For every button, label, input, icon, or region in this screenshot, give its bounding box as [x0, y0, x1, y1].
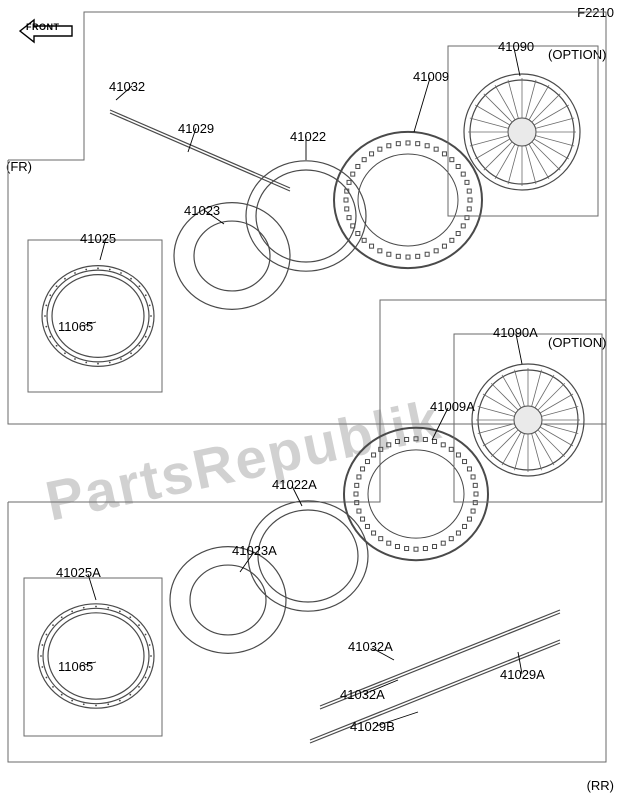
- ref-label-41029A: 41029A: [500, 668, 545, 681]
- ref-label-41090: 41090: [498, 40, 534, 53]
- ref-label-41009: 41009: [413, 70, 449, 83]
- ref-label-41022A: 41022A: [272, 478, 317, 491]
- ref-label-41032A: 41032A: [340, 688, 385, 701]
- ref-label-41029: 41029: [178, 122, 214, 135]
- ref-label-41029B: 41029B: [350, 720, 395, 733]
- ref-label-41023: 41023: [184, 204, 220, 217]
- ref-label-41022: 41022: [290, 130, 326, 143]
- ref-label-41025A: 41025A: [56, 566, 101, 579]
- ref-label-11065: 11065: [58, 320, 93, 333]
- ref-label-41023A: 41023A: [232, 544, 277, 557]
- ref-label-41032: 41032: [109, 80, 145, 93]
- ref-label-41009A: 41009A: [430, 400, 475, 413]
- ref-label-41032A: 41032A: [348, 640, 393, 653]
- ref-label-11065: 11065: [58, 660, 93, 673]
- ref-label-41025: 41025: [80, 232, 116, 245]
- ref-label-41090A: 41090A: [493, 326, 538, 339]
